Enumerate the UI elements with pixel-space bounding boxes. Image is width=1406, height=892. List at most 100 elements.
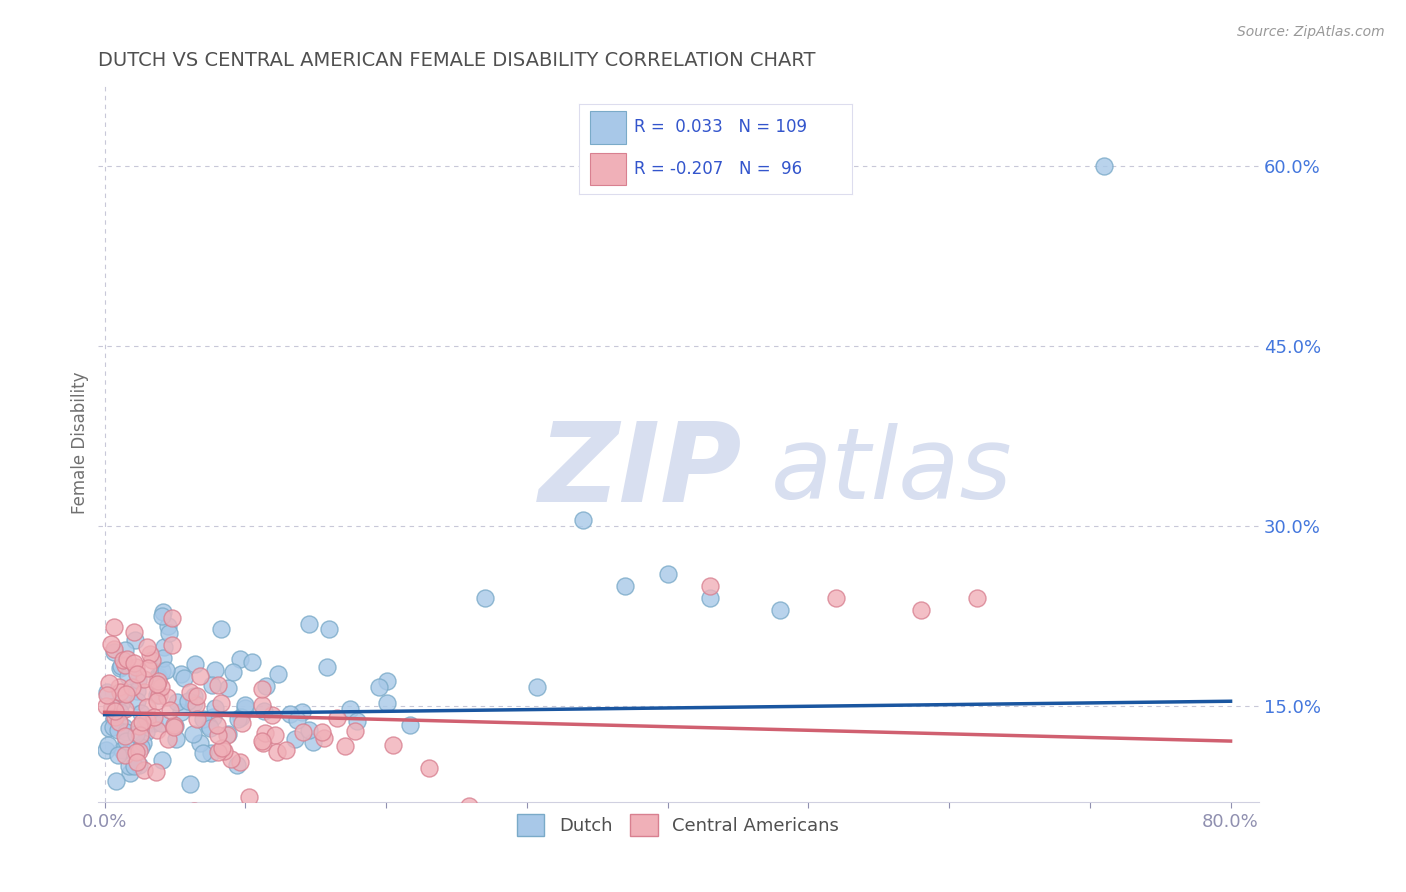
Point (657, 567, 679, 582)
Point (179, 777, 201, 791)
Point (96, 688, 118, 702)
Point (190, 669, 212, 683)
Point (193, 746, 215, 760)
Point (111, 653, 134, 667)
Point (170, 666, 193, 681)
Point (266, 745, 288, 759)
Point (205, 718, 228, 732)
Point (111, 688, 134, 702)
Point (146, 677, 169, 691)
Point (135, 700, 157, 714)
Point (186, 712, 208, 726)
Point (125, 726, 148, 740)
Point (150, 665, 173, 679)
Point (146, 694, 169, 708)
Point (108, 715, 131, 730)
Point (131, 714, 153, 729)
Point (614, 579, 637, 593)
Point (134, 718, 156, 732)
Point (165, 732, 187, 747)
Point (326, 710, 349, 724)
Point (238, 790, 260, 805)
Point (148, 688, 170, 702)
Point (152, 606, 174, 620)
Point (146, 668, 169, 682)
Point (132, 736, 155, 750)
Point (115, 734, 138, 748)
Point (135, 640, 157, 654)
Point (254, 679, 277, 693)
Point (159, 703, 181, 717)
Point (129, 706, 152, 720)
Point (457, 798, 479, 813)
Point (146, 671, 169, 685)
Point (769, 603, 792, 617)
Point (183, 689, 205, 703)
Point (526, 680, 548, 694)
Point (112, 721, 135, 735)
Point (302, 735, 325, 749)
Point (298, 617, 321, 632)
Point (382, 738, 405, 752)
Point (242, 655, 264, 669)
Point (152, 650, 174, 665)
Point (177, 694, 200, 708)
Point (219, 752, 242, 766)
Point (827, 819, 849, 833)
Point (149, 680, 172, 694)
Point (143, 709, 166, 723)
Point (141, 653, 163, 667)
Text: Source: ZipAtlas.com: Source: ZipAtlas.com (1237, 25, 1385, 39)
Point (170, 706, 193, 720)
Point (157, 626, 180, 640)
Point (135, 713, 157, 727)
Point (114, 658, 136, 673)
Point (179, 685, 201, 699)
Point (125, 684, 148, 698)
Point (122, 759, 145, 773)
Point (252, 734, 274, 748)
Point (97, 738, 120, 752)
Point (146, 723, 169, 737)
Point (368, 681, 391, 695)
Point (138, 661, 160, 675)
Point (204, 701, 226, 715)
Point (229, 710, 252, 724)
Point (214, 744, 236, 758)
Point (125, 745, 148, 759)
Point (699, 579, 721, 593)
Point (284, 732, 307, 747)
Point (173, 671, 195, 685)
Point (229, 755, 252, 769)
Point (117, 669, 139, 683)
Point (966, 591, 988, 606)
Point (226, 711, 249, 725)
Point (94, 699, 117, 714)
Point (200, 722, 222, 736)
Point (125, 694, 148, 708)
Point (382, 807, 405, 822)
Point (128, 743, 150, 757)
Point (103, 620, 125, 634)
Point (145, 765, 167, 780)
Point (231, 715, 253, 730)
Point (229, 652, 252, 666)
Point (111, 743, 134, 757)
Point (165, 718, 187, 732)
Point (128, 729, 150, 743)
Point (287, 713, 309, 727)
Point (316, 659, 339, 673)
Point (201, 678, 224, 692)
Point (184, 657, 207, 672)
Point (209, 622, 232, 636)
Point (108, 705, 131, 719)
Point (910, 603, 932, 617)
Point (110, 661, 132, 675)
Point (333, 739, 356, 753)
Point (375, 674, 398, 689)
Point (204, 663, 226, 677)
Point (107, 723, 129, 738)
Point (209, 697, 232, 711)
Point (252, 736, 274, 750)
Point (183, 804, 205, 818)
